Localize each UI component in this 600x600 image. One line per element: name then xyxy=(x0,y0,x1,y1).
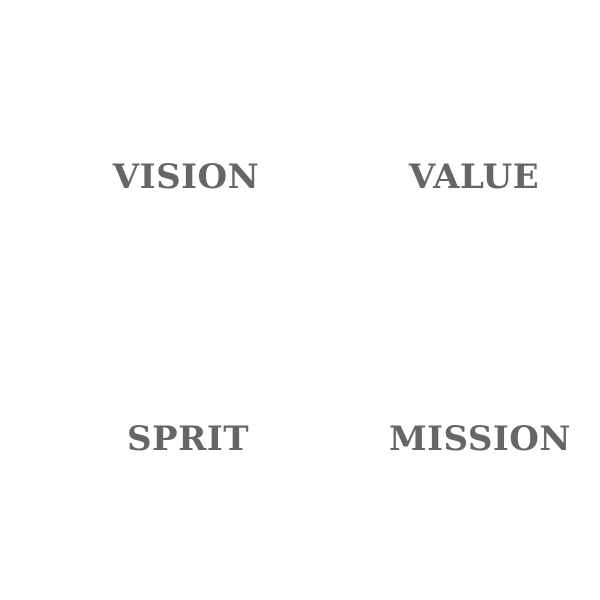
tile-vision[interactable]: VISION xyxy=(112,157,260,197)
tile-mission[interactable]: MISSION xyxy=(389,419,571,459)
tile-value[interactable]: VALUE xyxy=(408,157,540,197)
tile-sprit[interactable]: SPRIT xyxy=(126,419,250,459)
